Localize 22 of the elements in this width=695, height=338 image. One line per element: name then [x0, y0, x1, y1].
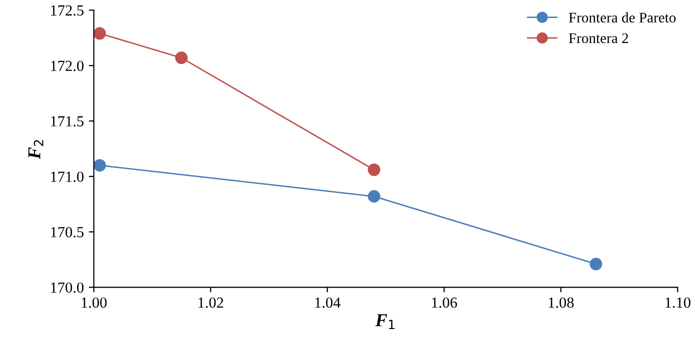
y-tick-label: 170.0	[51, 282, 84, 293]
y-axis-title: F$_{2}$	[28, 140, 44, 160]
legend-label: Frontera 2	[568, 33, 628, 44]
x-tick-label: 1.08	[548, 297, 574, 308]
point	[368, 164, 380, 176]
y-tick-label: 172.5	[51, 5, 84, 16]
point	[94, 159, 106, 172]
y-tick-label: 171.0	[51, 172, 84, 182]
x-tick-label: 1.10	[666, 297, 690, 308]
x-tick-label: 1.02	[198, 297, 224, 308]
point	[368, 190, 380, 203]
point	[175, 52, 188, 64]
y-tick-label: 172.0	[51, 60, 84, 72]
x-tick-label: 1.06	[432, 297, 458, 308]
legend-label: Frontera de Pareto	[568, 12, 676, 23]
y-tick-label: 171.5	[51, 116, 84, 127]
point	[94, 27, 106, 40]
y-tick-label: 170.5	[51, 227, 84, 238]
x-axis-title: F$_{1}$	[375, 314, 394, 330]
x-tick-label: 1.04	[315, 297, 340, 308]
point	[590, 258, 602, 270]
x-tick-label: 1.00	[82, 297, 107, 308]
